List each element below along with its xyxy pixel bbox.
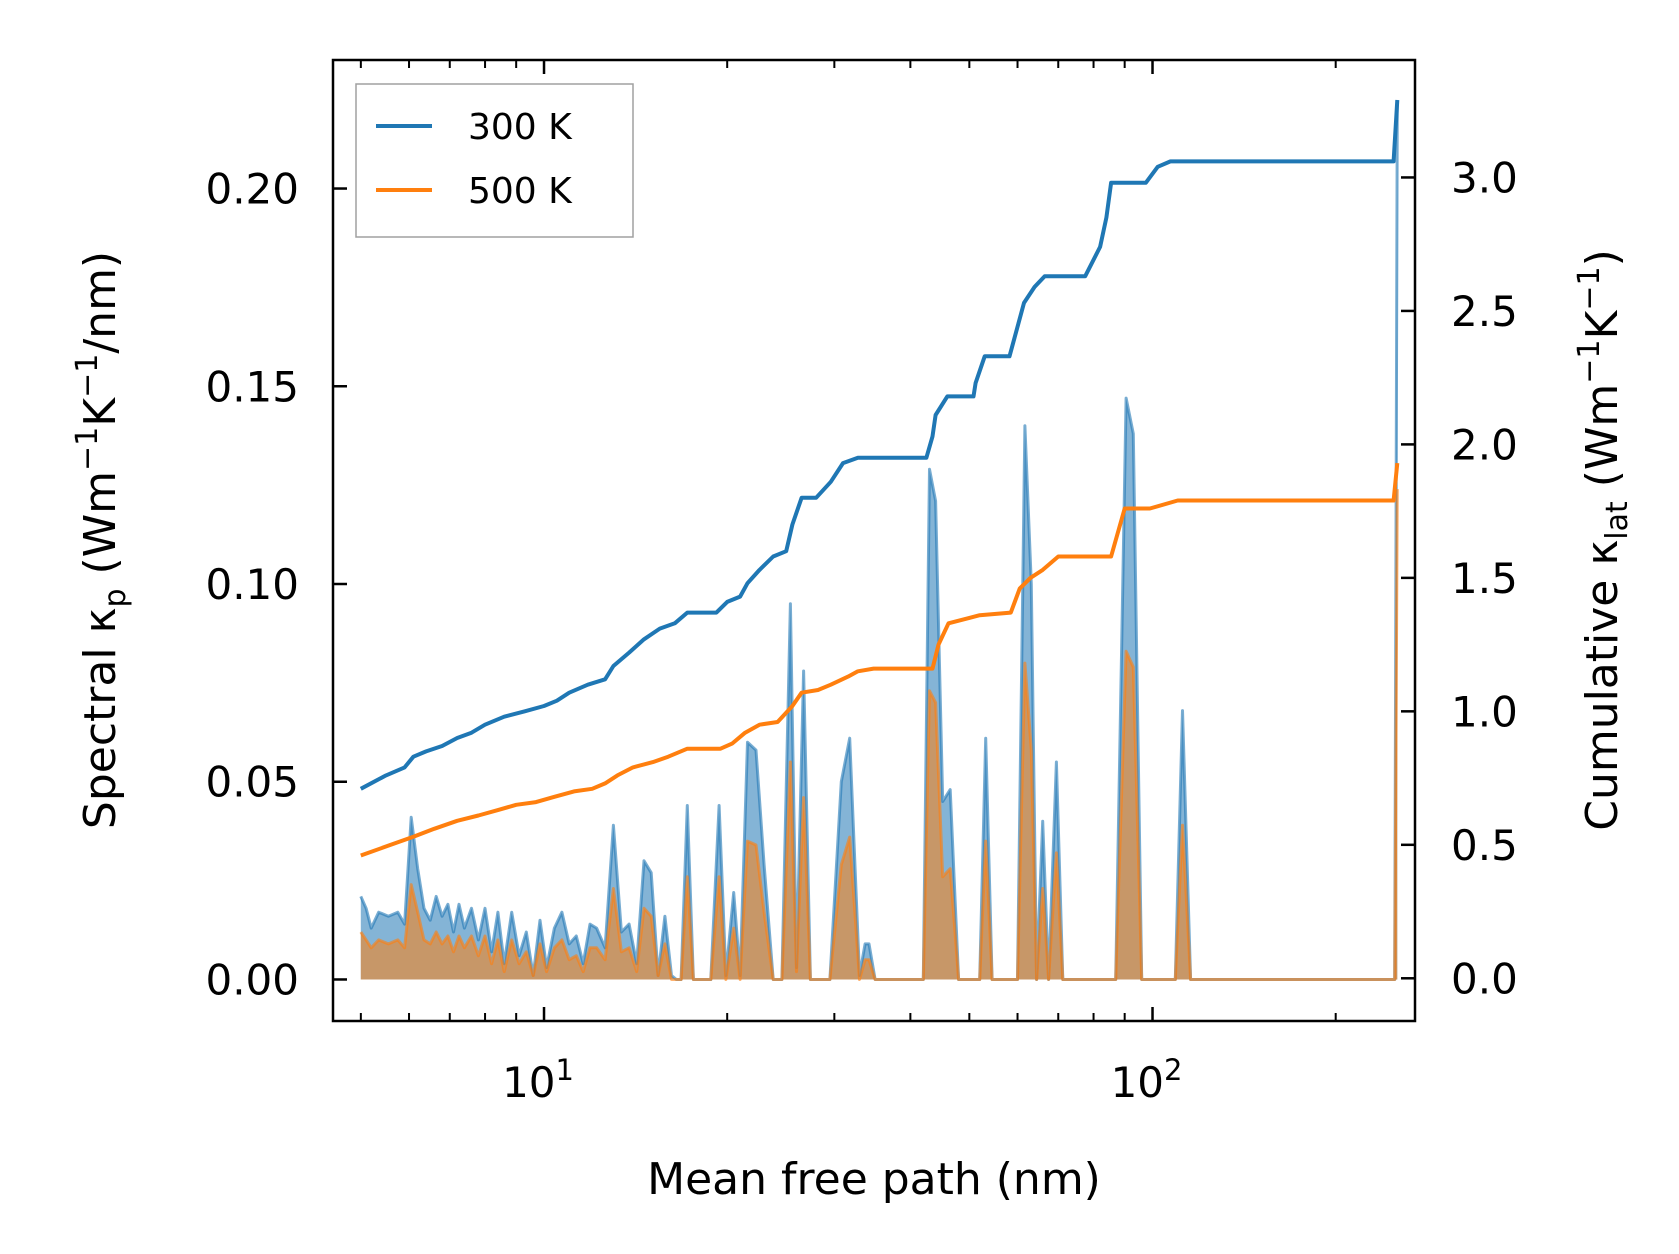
cumulative-layer (359, 99, 1400, 858)
x-tick-label-exp: 2 (1164, 1053, 1182, 1087)
right-tick-label: 0.5 (1451, 821, 1518, 870)
right-axis-title-prefix: Cumulative κ (1577, 540, 1628, 831)
legend-label-500k: 500 K (468, 171, 573, 212)
right-y-axis: 0.0 0.5 1.0 1.5 2.0 2.5 3.0 (1401, 153, 1518, 1003)
left-tick-label: 0.00 (205, 955, 299, 1004)
left-axis-title: Spectral κp (Wm−1K−1/nm) (70, 251, 133, 829)
spectral-layer (359, 101, 1399, 981)
right-tick-label: 2.0 (1451, 420, 1518, 469)
plot-area (331, 58, 1417, 1023)
left-tick-label: 0.05 (205, 758, 299, 807)
axes-frame (331, 58, 1417, 1023)
left-axis-title-sup-b: −1 (70, 354, 105, 398)
left-axis-title-unit-a: (Wm (75, 471, 126, 589)
right-tick-label: 1.5 (1451, 554, 1518, 603)
right-axis-title-sup-a: −1 (1572, 339, 1607, 383)
left-tick-label: 0.20 (205, 165, 299, 214)
right-tick-label: 3.0 (1451, 153, 1518, 202)
left-axis-title-unit-b: K (75, 397, 126, 427)
left-axis-title-unit-c: /nm) (75, 251, 126, 354)
right-tick-label: 0.0 (1451, 954, 1518, 1003)
x-tick-label: 101 (502, 1053, 574, 1107)
right-axis-title: Cumulative κlat (Wm−1K−1) (1572, 249, 1635, 831)
left-axis-title-sup-a: −1 (70, 427, 105, 471)
legend-frame (355, 83, 634, 238)
right-axis-title-sup-b: −1 (1572, 266, 1607, 310)
spectral-area-500k (360, 489, 1398, 980)
x-axis: 101 102 (359, 60, 1337, 1107)
right-axis-title-unit-a: (Wm (1577, 384, 1628, 502)
right-axis-title-unit-c: ) (1577, 249, 1628, 266)
left-tick-label: 0.10 (205, 560, 299, 609)
left-axis-title-sub: p (98, 588, 133, 607)
left-y-axis: 0.00 0.05 0.10 0.15 0.20 (205, 165, 347, 1004)
cumulative-line-500k (360, 462, 1400, 858)
legend-label-300k: 300 K (468, 107, 573, 148)
right-axis-title-sub: lat (1600, 501, 1635, 540)
x-tick-label-base: 10 (1111, 1058, 1164, 1107)
x-axis-title: Mean free path (nm) (647, 1154, 1101, 1205)
x-tick-label-exp: 1 (556, 1053, 574, 1087)
left-tick-label: 0.15 (205, 362, 299, 411)
left-axis-title-prefix: Spectral κ (75, 608, 126, 830)
x-tick-label-base: 10 (502, 1058, 555, 1107)
cumulative-line-300k (359, 99, 1400, 791)
right-axis-title-unit-b: K (1577, 309, 1628, 339)
x-tick-label: 102 (1111, 1053, 1183, 1107)
right-tick-label: 2.5 (1451, 287, 1518, 336)
spectral-line-500k (359, 489, 1399, 981)
legend: 300 K 500 K (355, 83, 634, 238)
right-tick-label: 1.0 (1451, 687, 1518, 736)
